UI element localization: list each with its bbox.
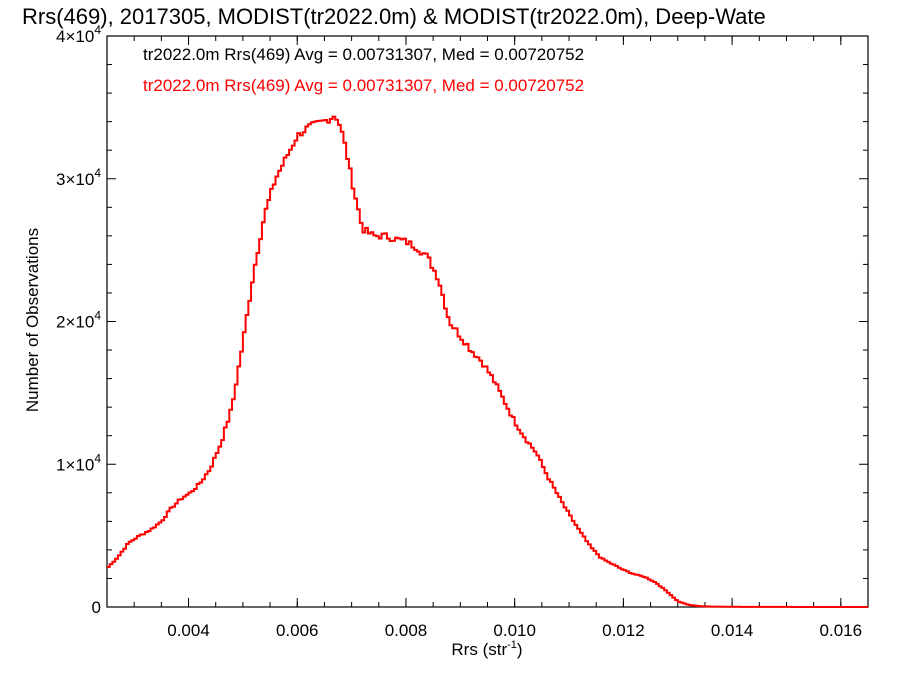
y-tick-label: 1×104	[56, 451, 101, 474]
x-axis-label: Rrs (str-1)	[451, 639, 522, 659]
series-layer	[107, 115, 868, 608]
x-tick-label: 0.010	[493, 621, 536, 640]
stats-annotation-red: tr2022.0m Rrs(469) Avg = 0.00731307, Med…	[143, 76, 584, 95]
x-tick-label: 0.004	[167, 621, 210, 640]
plot-frame	[106, 35, 869, 608]
plot-border	[106, 35, 869, 608]
x-axis: 0.004 0.006 0.008 0.010 0.012 0.014 0.016	[133, 36, 869, 640]
x-tick-label: 0.016	[820, 621, 863, 640]
x-tick-label: 0.008	[385, 621, 428, 640]
y-axis: 0 1×104 2×104 3×104 4×104	[56, 23, 868, 617]
y-axis-label: Number of Observations	[23, 228, 42, 412]
x-tick-label: 0.014	[711, 621, 754, 640]
y-tick-label: 2×104	[56, 309, 101, 332]
chart-title: Rrs(469), 2017305, MODIST(tr2022.0m) & M…	[22, 4, 766, 29]
x-tick-label: 0.006	[276, 621, 319, 640]
series-line	[107, 115, 868, 608]
y-tick-label: 3×104	[56, 166, 101, 189]
stats-annotation-black: tr2022.0m Rrs(469) Avg = 0.00731307, Med…	[143, 45, 584, 64]
y-tick-label: 4×104	[56, 23, 101, 46]
x-tick-label: 0.012	[602, 621, 645, 640]
y-tick-label: 0	[92, 598, 101, 617]
